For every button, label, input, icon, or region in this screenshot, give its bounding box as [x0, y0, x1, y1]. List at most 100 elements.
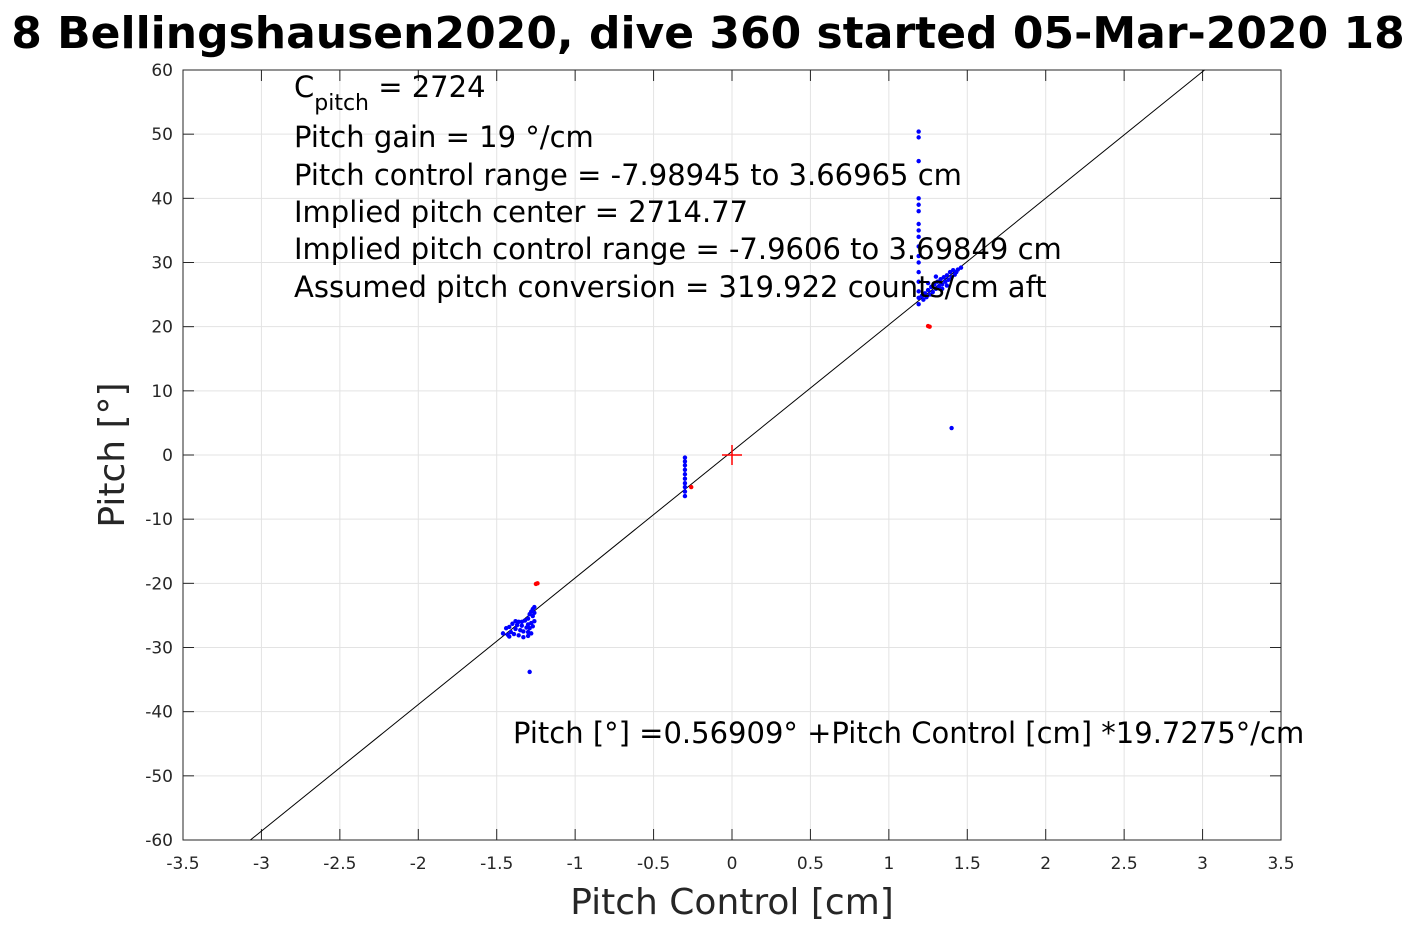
data-point-blue [944, 283, 950, 288]
data-point-blue [525, 633, 531, 639]
data-point-blue [932, 282, 937, 287]
data-point-blue [919, 293, 924, 299]
center-marker [722, 445, 742, 465]
y-tick-label: -60 [145, 831, 173, 851]
data-point-blue [935, 279, 940, 284]
data-point-blue [507, 624, 512, 630]
x-tick-label: 3 [1197, 854, 1208, 874]
data-point-blue [916, 279, 921, 284]
x-tick-label: -1 [567, 854, 584, 874]
data-point-blue [500, 631, 506, 636]
data-point-blue [916, 253, 921, 259]
axis-ticks [182, 69, 1282, 841]
data-point-blue [916, 302, 921, 307]
data-point-blue [510, 621, 515, 626]
c-pitch-main: C [294, 70, 314, 104]
data-point-blue [949, 425, 954, 431]
y-axis-label: Pitch [°] [92, 382, 133, 527]
data-point-red [535, 581, 540, 586]
data-point-blue [529, 631, 534, 636]
data-point-blue [530, 624, 535, 629]
data-point-blue [682, 476, 688, 481]
data-point-blue [682, 455, 688, 460]
x-axis-label: Pitch Control [cm] [570, 882, 894, 923]
x-tick-label: 3.5 [1267, 854, 1294, 874]
annotation-line-5: Assumed pitch conversion = 319.922 count… [294, 270, 1047, 304]
x-tick-label: -3 [253, 854, 270, 874]
fit-equation: Pitch [°] =0.56909° +Pitch Control [cm] … [513, 716, 1304, 750]
annotation-line-1: Pitch gain = 19 °/cm [294, 120, 594, 154]
data-point-blue [924, 294, 929, 300]
data-point-blue [532, 604, 537, 610]
y-tick-label: 20 [151, 318, 173, 338]
data-point-blue [525, 616, 531, 621]
data-point-blue [916, 135, 921, 140]
annotation-line-2: Pitch control range = -7.98945 to 3.6696… [294, 158, 962, 192]
data-point-blue [916, 260, 921, 265]
data-point-blue [930, 289, 935, 295]
x-tick-label: -2.5 [323, 854, 356, 874]
c-pitch-value: = 2724 [369, 70, 486, 104]
data-point-blue [521, 635, 526, 640]
data-point-blue [939, 286, 945, 292]
x-tick-label: 1 [883, 854, 894, 874]
x-tick-labels: -3.5 -3 -2.5 -2 -1.5 -1 -0.5 0 0.5 1 1.5 2 2.5 3 3.5 [166, 854, 1294, 874]
data-point-blue [516, 619, 521, 625]
data-point-blue [682, 493, 688, 499]
data-point-blue [925, 287, 931, 293]
c-pitch-annotation: Cpitch = 2724 [294, 70, 486, 116]
data-point-blue [682, 472, 688, 477]
data-point-blue [682, 463, 688, 468]
data-point-blue [532, 618, 537, 624]
y-tick-label: 50 [151, 125, 173, 145]
y-tick-label: 60 [151, 61, 173, 81]
data-point-blue [916, 228, 921, 233]
data-points [500, 129, 964, 675]
y-tick-label: -50 [145, 767, 173, 787]
x-tick-label: -3.5 [166, 854, 199, 874]
data-point-red [689, 484, 694, 490]
data-point-blue [916, 202, 921, 207]
data-point-blue [916, 158, 921, 164]
c-pitch-subscript: pitch [314, 91, 369, 116]
data-point-blue [682, 459, 688, 464]
y-tick-label: 40 [151, 189, 173, 209]
data-point-blue [519, 623, 525, 628]
x-tick-label: -2 [410, 854, 427, 874]
x-tick-label: 2 [1040, 854, 1051, 874]
data-point-blue [516, 633, 521, 638]
data-point-blue [916, 208, 921, 214]
data-point-blue [933, 286, 939, 292]
data-point-blue [521, 629, 526, 634]
data-point-blue [922, 291, 928, 296]
data-point-blue [916, 196, 921, 201]
data-point-blue [916, 234, 921, 240]
data-point-blue [916, 244, 921, 249]
y-tick-label: -40 [145, 703, 173, 723]
data-point-blue [682, 484, 688, 490]
chart-title: 8 Bellingshausen2020, dive 360 started 0… [11, 8, 1405, 59]
annotation-line-3: Implied pitch center = 2714.77 [294, 195, 748, 229]
x-tick-label: -1.5 [480, 854, 513, 874]
data-point-blue [939, 282, 945, 287]
x-tick-label: 1.5 [954, 854, 981, 874]
data-point-blue [513, 626, 518, 632]
y-tick-label: -20 [145, 574, 173, 594]
data-point-blue [916, 129, 921, 134]
y-tick-label: 10 [151, 382, 173, 402]
data-point-blue [532, 610, 537, 616]
y-tick-label: 0 [162, 446, 173, 466]
data-point-blue [916, 289, 921, 294]
data-point-blue [682, 489, 688, 494]
data-point-blue [527, 669, 532, 675]
x-tick-label: 0.5 [797, 854, 824, 874]
data-point-blue [946, 277, 951, 283]
data-point-blue [916, 269, 921, 275]
data-point-blue [927, 292, 932, 297]
data-point-blue [958, 265, 964, 270]
y-tick-labels: -60 -50 -40 -30 -20 -10 0 10 20 30 40 50 60 [145, 61, 173, 851]
data-point-blue [925, 280, 931, 286]
data-point-blue [944, 273, 950, 278]
data-point-blue [921, 297, 926, 302]
